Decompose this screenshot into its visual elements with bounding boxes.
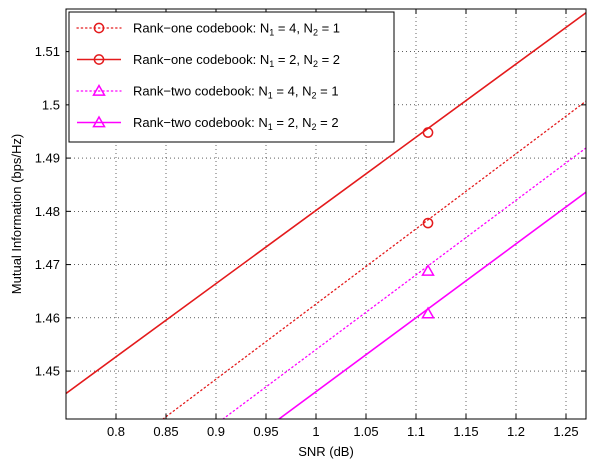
y-tick-label: 1.47 <box>35 257 60 272</box>
legend-label-4: Rank−two codebook: N1 = 2, N2 = 2 <box>133 115 339 132</box>
series-marker-4 <box>421 306 435 319</box>
legend-box <box>68 11 395 143</box>
legend-entry-1: Rank−one codebook: N1 = 4, N2 = 1 <box>76 21 340 38</box>
legend-label-2: Rank−one codebook: N1 = 2, N2 = 2 <box>133 52 340 69</box>
series-marker-1 <box>422 217 434 229</box>
series-line-2 <box>66 12 586 395</box>
legend-marker-1 <box>93 22 105 34</box>
x-axis-label: SNR (dB) <box>298 444 354 459</box>
x-tick-label: 0.85 <box>153 424 178 439</box>
y-tick-label: 1.49 <box>35 151 60 166</box>
axis-ticks: 0.8 0.85 0.9 0.95 1 1.05 1.1 1.15 1.2 1.25 1.45 1.4… <box>35 9 586 439</box>
legend-marker-2 <box>93 54 105 65</box>
x-tick-label: 0.8 <box>107 424 125 439</box>
y-tick-label: 1.45 <box>35 364 60 379</box>
series-line-4 <box>278 191 586 419</box>
legend-entry-3: Rank−two codebook: N1 = 4, N2 = 1 <box>76 83 339 101</box>
x-tick-label: 1.1 <box>407 424 425 439</box>
legend-marker-3 <box>92 83 106 96</box>
legend-marker-4 <box>92 115 106 128</box>
y-axis-label: Mutual Information (bps/Hz) <box>9 134 24 294</box>
x-tick-label: 0.9 <box>207 424 225 439</box>
x-tick-label: 0.95 <box>253 424 278 439</box>
x-tick-label: 1.15 <box>453 424 478 439</box>
y-tick-label: 1.46 <box>35 310 60 325</box>
x-tick-label: 1.2 <box>507 424 525 439</box>
series-group <box>66 12 586 419</box>
x-tick-label: 1 <box>312 424 319 439</box>
legend-entry-2: Rank−one codebook: N1 = 2, N2 = 2 <box>77 52 340 69</box>
series-marker-3 <box>421 263 435 276</box>
x-tick-label: 1.05 <box>353 424 378 439</box>
y-tick-label: 1.48 <box>35 204 60 219</box>
legend: Rank−one codebook: N1 = 4, N2 = 1 Rank−on… <box>68 11 395 143</box>
y-tick-label: 1.5 <box>42 97 60 112</box>
series-marker-2 <box>422 127 434 138</box>
legend-label-3: Rank−two codebook: N1 = 4, N2 = 1 <box>133 84 339 101</box>
plot-frame <box>65 8 587 420</box>
legend-label-1: Rank−one codebook: N1 = 4, N2 = 1 <box>133 21 340 38</box>
y-tick-label: 1.51 <box>35 44 60 59</box>
x-tick-label: 1.25 <box>553 424 578 439</box>
legend-entry-4: Rank−two codebook: N1 = 2, N2 = 2 <box>77 115 339 132</box>
